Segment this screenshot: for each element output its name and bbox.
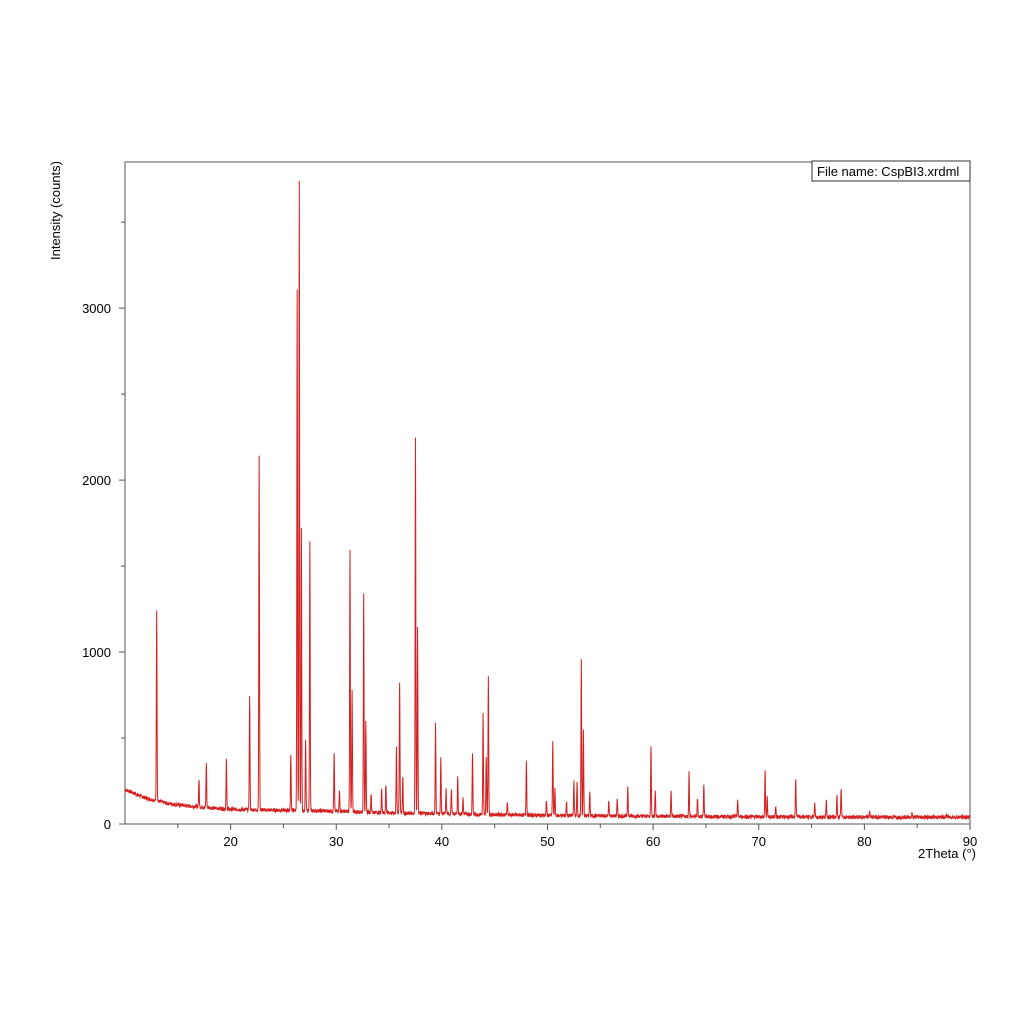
plot-frame bbox=[124, 161, 971, 825]
intensity-series-line bbox=[124, 180, 971, 821]
x-tick-label: 90 bbox=[963, 834, 977, 849]
y-tick-label: 2000 bbox=[82, 473, 111, 488]
x-tick-label: 80 bbox=[857, 834, 871, 849]
y-tick-label: 0 bbox=[104, 817, 111, 832]
x-tick-label: 50 bbox=[540, 834, 554, 849]
y-tick-label: 3000 bbox=[82, 301, 111, 316]
y-axis: 0 1000 2000 3000 bbox=[82, 221, 125, 832]
x-axis: 20 30 40 50 60 70 80 90 bbox=[177, 824, 977, 849]
x-tick-label: 60 bbox=[646, 834, 660, 849]
y-tick-label: 1000 bbox=[82, 645, 111, 660]
x-tick-label: 70 bbox=[752, 834, 766, 849]
x-tick-label: 20 bbox=[223, 834, 237, 849]
legend-box: File name: CspBI3.xrdml bbox=[811, 160, 971, 182]
x-axis-title: 2Theta (°) bbox=[918, 846, 976, 861]
legend-file-name: File name: CspBI3.xrdml bbox=[817, 164, 959, 179]
y-axis-title: Intensity (counts) bbox=[48, 161, 63, 260]
x-tick-label: 30 bbox=[329, 834, 343, 849]
x-tick-label: 40 bbox=[435, 834, 449, 849]
